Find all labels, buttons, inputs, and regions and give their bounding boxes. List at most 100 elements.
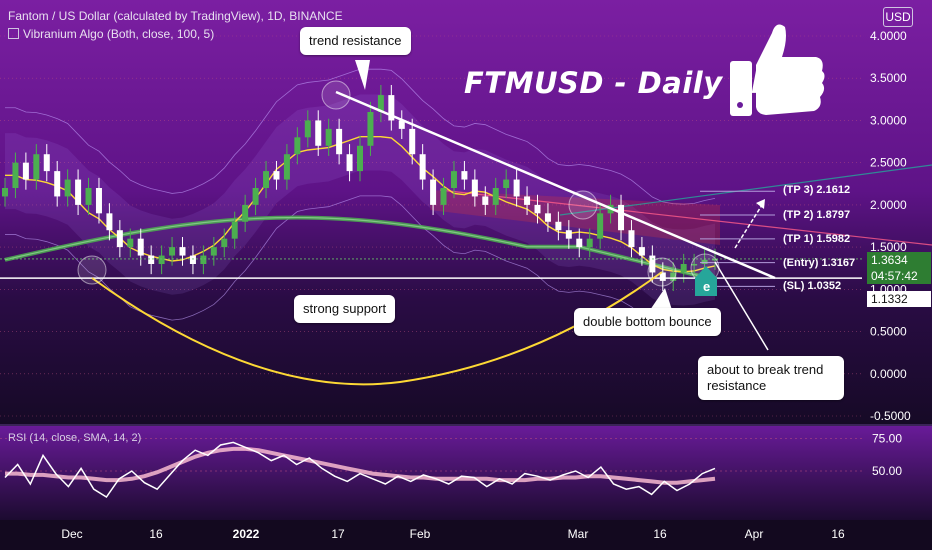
y-tick-label: 0.5000 [870, 325, 907, 339]
candle-body [659, 272, 666, 281]
candle-body [544, 213, 551, 222]
y-tick-label: 4.0000 [870, 29, 907, 43]
candle-body [210, 247, 217, 256]
currency-button[interactable]: USD [883, 7, 913, 27]
annotation-pointer-line [714, 261, 769, 351]
candle-body [346, 154, 353, 172]
candle-body [158, 255, 165, 264]
candle-body [242, 204, 249, 222]
level-sl: (SL) 1.0352 [783, 280, 842, 292]
rsi-tick-label: 75.00 [872, 432, 902, 446]
candle-body [304, 120, 311, 138]
candle-body [419, 154, 426, 180]
candle-body [503, 179, 510, 188]
candle-body [670, 272, 677, 281]
y-tick-label: 2.0000 [870, 198, 907, 212]
time-axis-background [0, 520, 932, 550]
candle-body [95, 188, 102, 214]
candle-body [315, 120, 322, 146]
indicator-visibility-icon[interactable] [8, 28, 19, 39]
entry-marker-shape [695, 266, 717, 296]
candle-body [680, 264, 687, 273]
x-tick-label: Mar [568, 527, 589, 541]
y-tick-label: 0.0000 [870, 367, 907, 381]
candle-body [450, 171, 457, 188]
candle-body [471, 179, 478, 197]
annotation-trend-resistance: trend resistance [300, 27, 411, 55]
candle-body [534, 204, 541, 214]
y-tick-label: 2.5000 [870, 156, 907, 170]
candle-body [54, 171, 61, 197]
candle-body [398, 120, 405, 129]
candle-body [325, 128, 332, 146]
level-tp2: (TP 2) 1.8797 [783, 209, 851, 221]
candle-body [33, 154, 40, 180]
highlight-circle [568, 190, 598, 220]
candle-body [691, 264, 698, 266]
highlight-circle [647, 257, 677, 287]
breakout-arrowhead [756, 199, 765, 209]
x-tick-label: 16 [149, 527, 163, 541]
y-tick-label: 1.5000 [870, 240, 907, 254]
bubble-tail [355, 60, 370, 90]
candle-body [597, 213, 604, 239]
candle-body [189, 255, 196, 264]
green-moving-average-core [4, 216, 716, 281]
candle-body [179, 247, 186, 256]
symbol-title: Fantom / US Dollar (calculated by Tradin… [8, 9, 343, 23]
candle-body [618, 204, 625, 231]
thumbs-up-icon [730, 24, 825, 116]
candle-body [22, 162, 29, 180]
candle-body [649, 255, 656, 273]
candle-body [357, 145, 363, 172]
candle-body [555, 221, 562, 231]
y-tick-label: 3.0000 [870, 113, 907, 127]
last-price-badge: 1.3634 [867, 252, 931, 268]
candle-body [712, 258, 718, 261]
candle-body [283, 154, 290, 180]
y-tick-label: -0.5000 [870, 409, 911, 423]
candle-body [377, 95, 384, 112]
indicator-text: Vibranium Algo (Both, close, 100, 5) [23, 27, 215, 41]
candle-body [2, 188, 8, 197]
candle-body [64, 179, 71, 197]
entry-marker-label: e [703, 279, 710, 294]
highlight-circle [321, 80, 351, 110]
x-tick-label: Feb [410, 527, 431, 541]
candle-body [409, 128, 416, 155]
indicator-label: Vibranium Algo (Both, close, 100, 5) [8, 27, 214, 41]
candle-body [482, 196, 489, 205]
rsi-label: RSI (14, close, SMA, 14, 2) [8, 432, 142, 444]
candle-body [638, 247, 645, 256]
candle-body [273, 171, 280, 180]
candle-body [513, 179, 520, 197]
candle-body [116, 230, 123, 248]
pink-trendline [439, 189, 932, 246]
x-tick-label: 16 [831, 527, 845, 541]
candle-body [231, 221, 238, 239]
candle-body [430, 179, 437, 205]
candle-body [701, 259, 708, 264]
highlight-circle [77, 255, 107, 285]
chart-title: FTMUSD - Daily chart [464, 66, 822, 100]
candle-body [263, 171, 270, 188]
candle-body [106, 213, 113, 231]
candle-body [565, 230, 572, 239]
trend-resistance-line [335, 90, 776, 280]
level-tp3: (TP 3) 2.1612 [783, 184, 851, 196]
candle-body [524, 196, 531, 205]
x-tick-label: Apr [745, 527, 764, 541]
annotation-strong-support: strong support [294, 295, 396, 323]
candle-body [169, 247, 176, 256]
candle-body [576, 238, 583, 248]
candle-body [127, 238, 134, 248]
annotation-double-bottom: double bottom bounce [574, 308, 721, 336]
candle-body [492, 188, 499, 205]
candle-body [85, 188, 92, 205]
countdown-badge: 04:57:42 [867, 268, 931, 284]
breakout-arrow [734, 204, 763, 249]
candle-body [137, 238, 144, 256]
x-tick-label: 17 [331, 527, 345, 541]
candles [2, 84, 718, 292]
